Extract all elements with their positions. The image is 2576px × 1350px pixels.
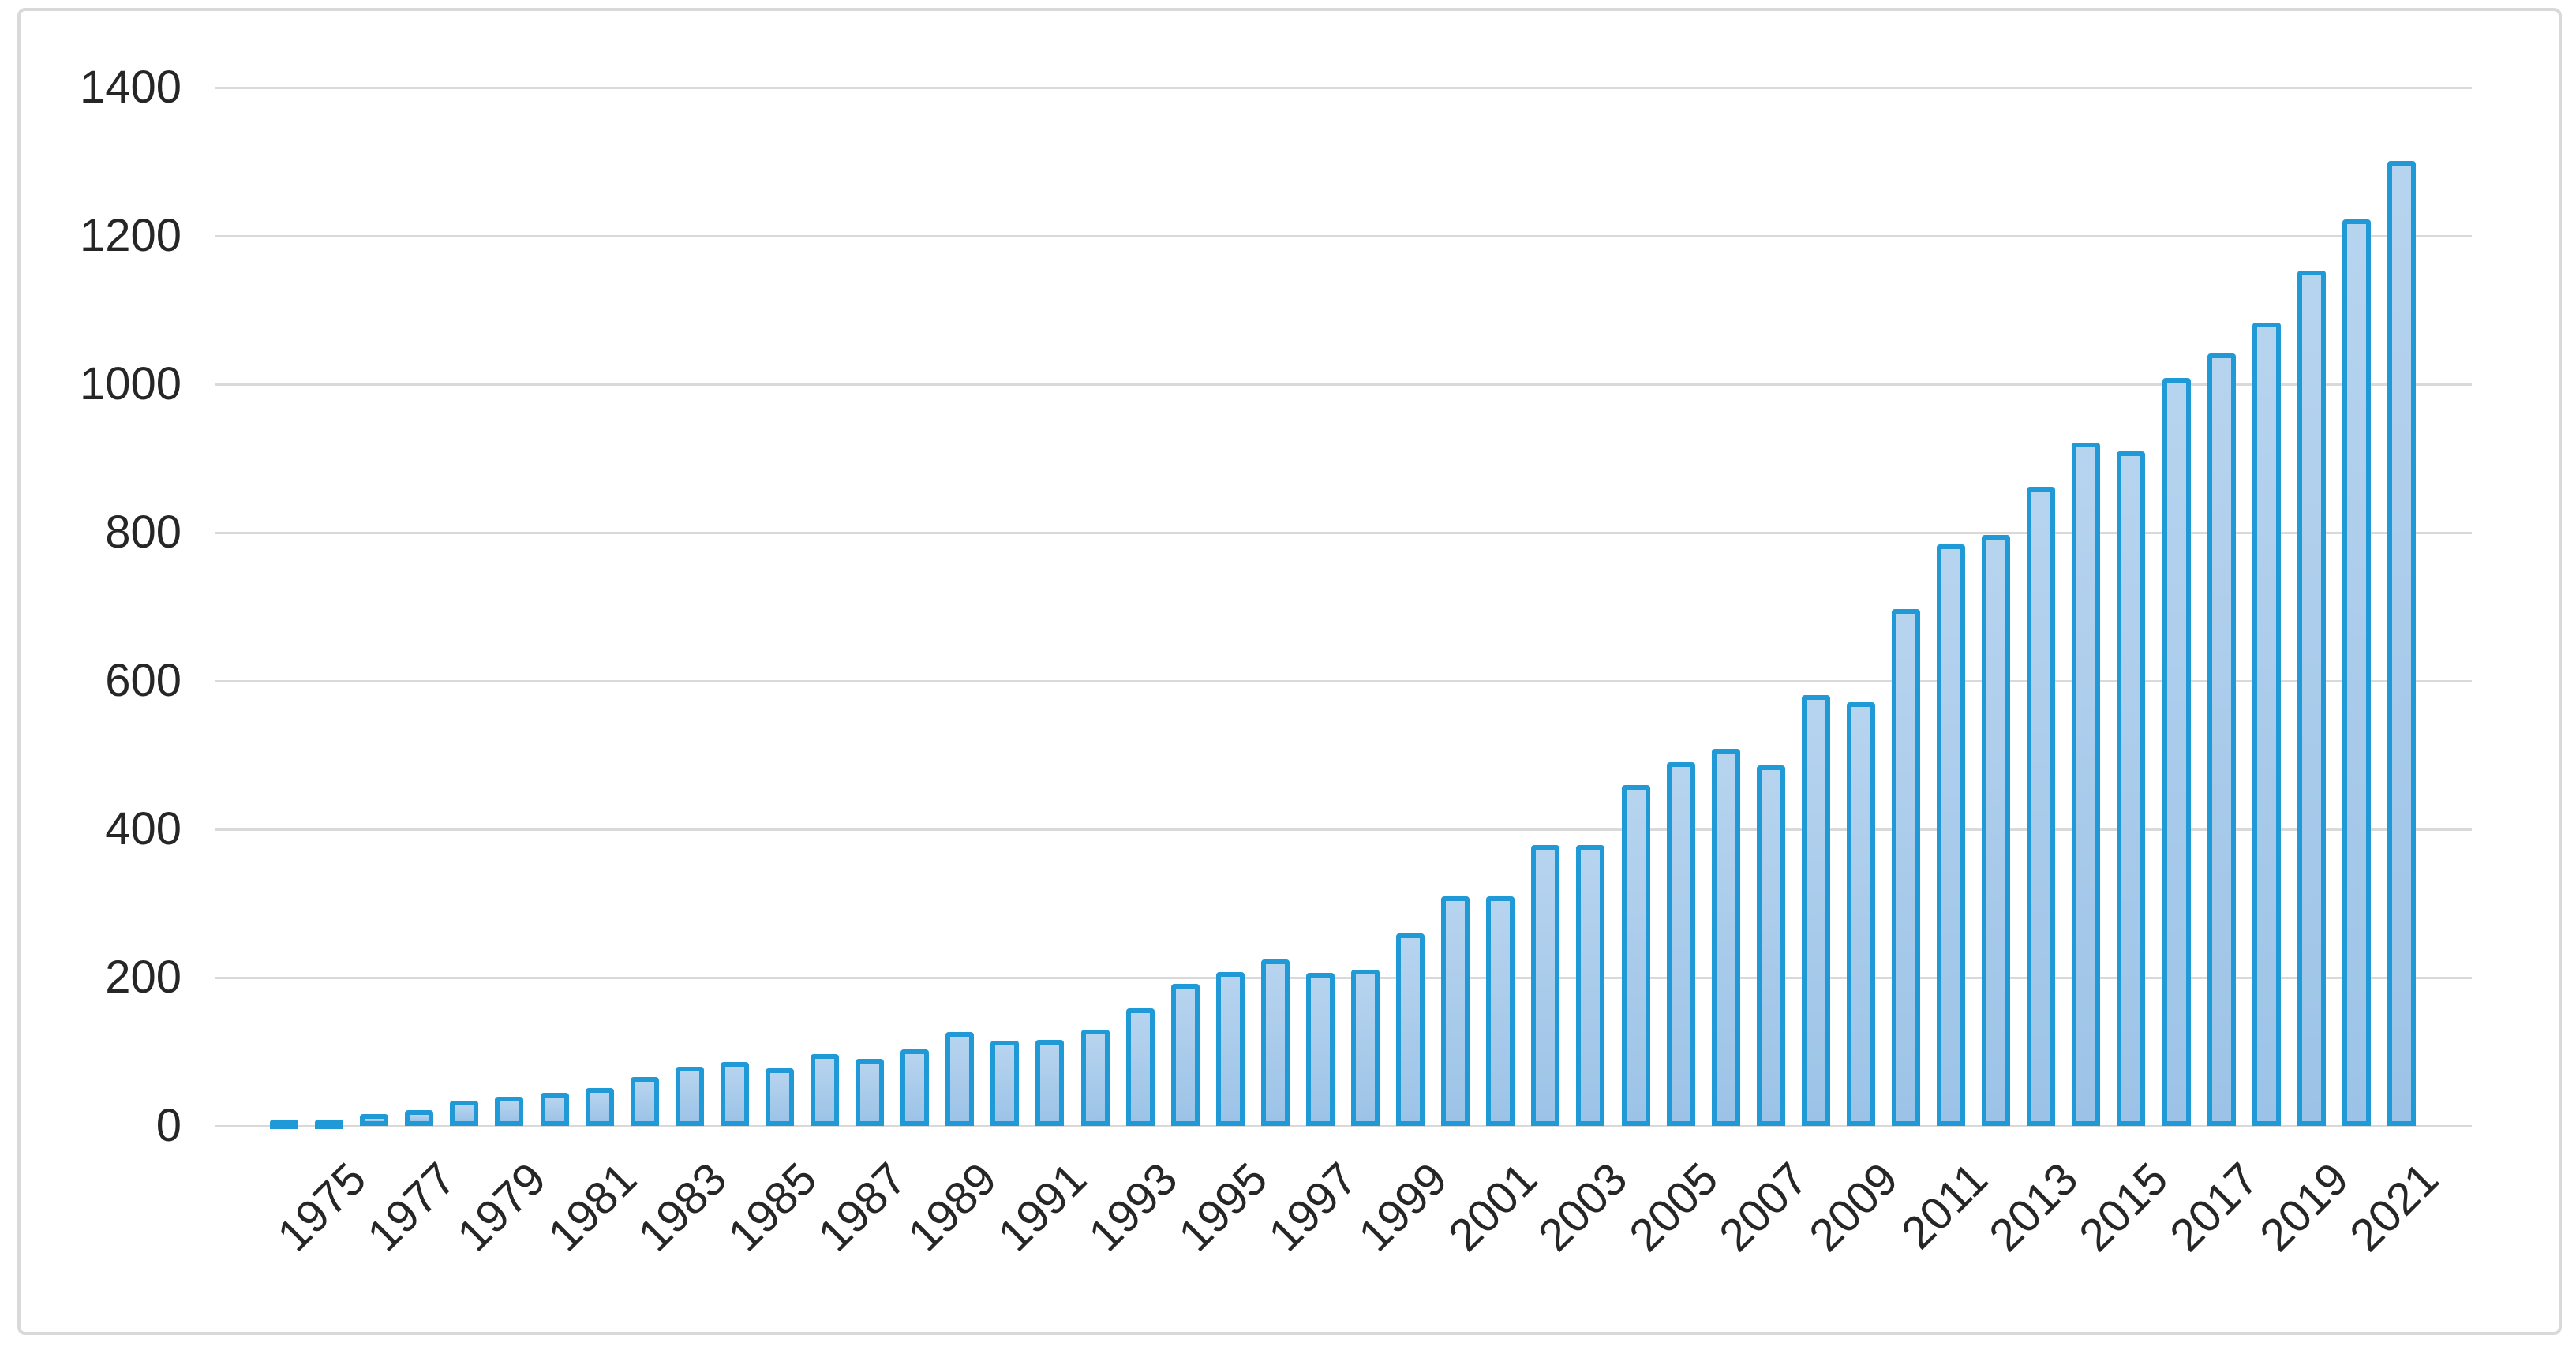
bar-1986	[811, 1053, 840, 1126]
y-axis-tick-label: 200	[105, 952, 182, 1003]
bar-2008	[1801, 694, 1830, 1126]
bar-2012	[1982, 534, 2011, 1126]
bar-1977	[405, 1110, 434, 1126]
bar-1995	[1215, 972, 1245, 1126]
bar-1994	[1170, 983, 1200, 1126]
y-axis-tick-label: 1200	[79, 210, 182, 261]
bar-1988	[900, 1049, 930, 1126]
y-gridline-600	[215, 680, 2472, 682]
y-gridline-1200	[215, 235, 2472, 237]
y-axis-tick-label: 600	[105, 655, 182, 706]
bar-2020	[2342, 219, 2371, 1126]
bar-1974	[270, 1119, 298, 1129]
bar-2019	[2297, 271, 2326, 1126]
bar-1975	[315, 1119, 344, 1129]
y-gridline-200	[215, 977, 2472, 979]
bar-1981	[585, 1088, 614, 1126]
bar-1985	[765, 1068, 794, 1126]
bar-1996	[1260, 959, 1290, 1126]
bar-1984	[720, 1062, 749, 1126]
bar-2007	[1756, 765, 1785, 1126]
bar-2014	[2072, 443, 2101, 1126]
y-gridline-800	[215, 532, 2472, 534]
bar-1993	[1125, 1008, 1155, 1126]
bar-1987	[856, 1059, 885, 1126]
y-axis-tick-label: 1400	[79, 62, 182, 113]
bar-2002	[1531, 844, 1560, 1126]
bar-1997	[1305, 973, 1335, 1126]
bar-1991	[1035, 1039, 1065, 1126]
y-gridline-0	[215, 1125, 2472, 1127]
bar-2000	[1441, 896, 1470, 1126]
y-gridline-1400	[215, 87, 2472, 89]
bar-2003	[1576, 844, 1605, 1126]
bar-1989	[945, 1031, 975, 1126]
y-axis-tick-label: 400	[105, 803, 182, 855]
bar-2006	[1711, 748, 1740, 1126]
bar-2015	[2117, 451, 2146, 1126]
bar-1980	[540, 1092, 569, 1126]
bar-2010	[1892, 608, 1921, 1126]
bar-2021	[2387, 161, 2416, 1126]
bar-2004	[1621, 784, 1650, 1126]
bar-2013	[2027, 486, 2056, 1126]
bar-2005	[1666, 762, 1695, 1126]
bar-1998	[1351, 969, 1380, 1126]
bar-2018	[2252, 322, 2281, 1126]
y-axis-tick-label: 800	[105, 507, 182, 558]
bar-2016	[2162, 377, 2191, 1126]
y-gridline-1000	[215, 383, 2472, 386]
bar-1990	[990, 1040, 1020, 1126]
bar-2001	[1486, 896, 1515, 1126]
bar-1999	[1396, 933, 1425, 1126]
bar-1979	[495, 1097, 524, 1126]
y-axis-tick-label: 1000	[79, 358, 182, 409]
bar-1983	[675, 1066, 704, 1126]
bar-2009	[1846, 702, 1875, 1126]
bar-1992	[1080, 1029, 1110, 1126]
bar-1978	[450, 1101, 479, 1126]
bar-2017	[2207, 353, 2236, 1126]
y-axis-tick-label: 0	[155, 1100, 182, 1151]
y-gridline-400	[215, 828, 2472, 831]
bar-1976	[360, 1113, 389, 1126]
bar-2011	[1937, 544, 1966, 1126]
bar-1982	[630, 1076, 659, 1126]
